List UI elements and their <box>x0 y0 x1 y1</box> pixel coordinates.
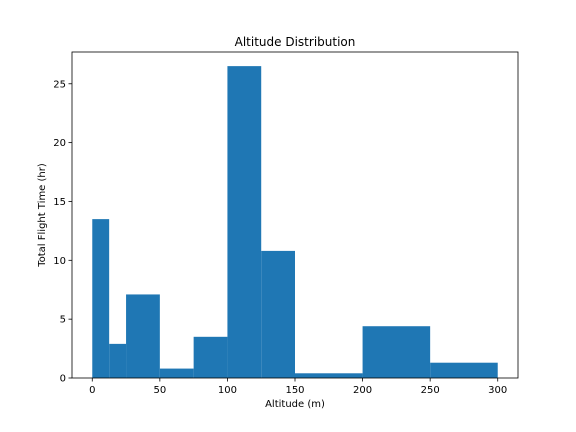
x-axis-label: Altitude (m) <box>265 399 325 410</box>
chart-title: Altitude Distribution <box>235 35 356 49</box>
bars-group <box>92 66 498 378</box>
x-tick-label: 200 <box>353 385 372 396</box>
histogram-bar-7 <box>295 373 363 378</box>
histogram-bar-3 <box>159 368 194 378</box>
y-tick-label: 15 <box>53 197 66 208</box>
histogram-bar-0 <box>92 219 110 378</box>
y-tick-label: 10 <box>53 256 66 267</box>
histogram-bar-1 <box>109 343 127 378</box>
histogram-bar-8 <box>362 326 431 378</box>
histogram-bar-2 <box>126 294 160 378</box>
histogram-bar-5 <box>227 66 262 378</box>
histogram-bar-4 <box>193 336 228 378</box>
x-tick-label: 50 <box>153 385 166 396</box>
y-tick-label: 5 <box>60 315 66 326</box>
histogram-bar-9 <box>430 362 498 378</box>
x-tick-label: 300 <box>488 385 507 396</box>
y-axis-ticks: 0 5 10 15 20 25 <box>53 79 72 385</box>
x-tick-label: 250 <box>421 385 440 396</box>
x-tick-label: 100 <box>218 385 237 396</box>
plot-frame <box>71 51 519 379</box>
x-tick-label: 0 <box>89 385 95 396</box>
y-tick-label: 0 <box>60 374 66 385</box>
y-axis-label: Total Flight Time (hr) <box>37 163 48 268</box>
x-tick-label: 150 <box>285 385 304 396</box>
x-axis-ticks: 0 50 100 150 200 250 300 <box>89 378 507 396</box>
y-tick-label: 20 <box>53 138 66 149</box>
histogram-bar-6 <box>261 250 295 378</box>
y-tick-label: 25 <box>53 79 66 90</box>
